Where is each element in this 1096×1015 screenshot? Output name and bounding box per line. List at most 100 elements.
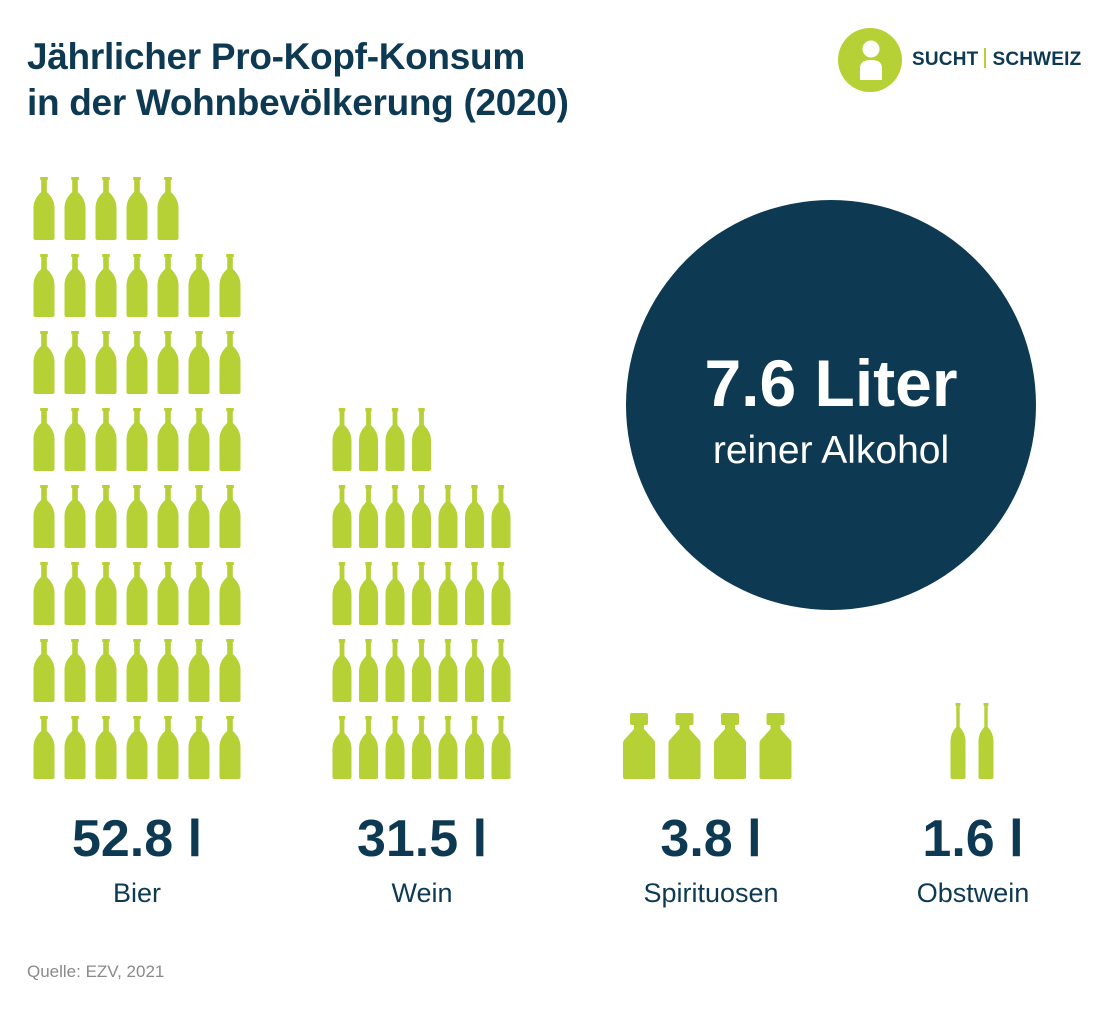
spirits-bottle-icon xyxy=(623,713,655,779)
wine-bottle-icon xyxy=(385,485,405,548)
beer-bottle-icon xyxy=(64,485,86,548)
beer-bottle-icon xyxy=(219,485,241,548)
chart-title-line-2: in der Wohnbevölkerung (2020) xyxy=(27,82,569,123)
chart-title: Jährlicher Pro-Kopf-Konsum in der Wohnbe… xyxy=(27,34,569,126)
wine-bottle-icon xyxy=(491,485,511,548)
beer-bottle-icon xyxy=(219,562,241,625)
beer-bottle-icon xyxy=(219,254,241,317)
info-person-icon xyxy=(838,28,902,92)
value-label-wein: 31.5 l xyxy=(357,810,487,868)
logo-wordmark: SUCHT SCHWEIZ xyxy=(912,48,1081,71)
wine-bottle-icon xyxy=(491,716,511,779)
wine-bottle-icon xyxy=(359,562,378,625)
spirits-bottle-icon xyxy=(668,713,701,779)
wine-bottle-icon xyxy=(332,716,352,779)
wine-bottle-icon xyxy=(491,562,511,625)
beer-bottle-icon xyxy=(126,408,148,471)
beer-bottle-icon xyxy=(219,408,241,471)
beer-bottle-icon xyxy=(126,254,148,317)
wine-bottle-icon xyxy=(412,639,431,702)
spirits-bottle-icon xyxy=(759,713,792,779)
wine-bottle-icon xyxy=(385,408,405,471)
wine-bottle-icon xyxy=(465,639,484,702)
source-note: Quelle: EZV, 2021 xyxy=(27,962,165,981)
beer-bottle-icon xyxy=(95,716,117,779)
beer-bottle-icon xyxy=(188,485,210,548)
logo-text-schweiz: SCHWEIZ xyxy=(992,49,1082,70)
wine-bottle-icon xyxy=(359,485,378,548)
wine-bottle-icon xyxy=(438,639,458,702)
beer-bottle-icon xyxy=(157,485,179,548)
beer-bottle-icon xyxy=(157,562,179,625)
category-label-obstwein: Obstwein xyxy=(917,878,1030,908)
cider-bottle-icon xyxy=(950,703,966,779)
category-label-wein: Wein xyxy=(391,878,452,908)
value-label-obstwein: 1.6 l xyxy=(922,810,1023,868)
wine-bottle-icon xyxy=(359,716,378,779)
wine-bottle-icon xyxy=(412,485,431,548)
beer-bottle-icon xyxy=(95,408,117,471)
beer-bottle-icon xyxy=(33,254,55,317)
beer-bottle-icon xyxy=(64,639,86,702)
beer-bottle-icon xyxy=(219,331,241,394)
wine-bottle-icon xyxy=(332,485,352,548)
beer-bottle-icon xyxy=(95,639,117,702)
beer-bottle-icon xyxy=(33,177,55,240)
wine-bottle-icon xyxy=(359,639,378,702)
logo-text-sucht: SUCHT xyxy=(912,49,979,70)
beer-bottle-icon xyxy=(64,254,86,317)
beer-bottle-icon xyxy=(188,562,210,625)
spirits-bottle-icon xyxy=(714,713,746,779)
total-alcohol-label: reiner Alkohol xyxy=(712,429,950,472)
wine-bottle-icon xyxy=(385,639,405,702)
beer-bottle-icon xyxy=(95,177,117,240)
wine-bottle-icon xyxy=(332,562,352,625)
wine-bottle-icon xyxy=(438,716,458,779)
wine-bottle-icon xyxy=(438,485,458,548)
beer-bottle-icon xyxy=(188,331,210,394)
wine-bottle-icon xyxy=(359,408,378,471)
beer-bottle-icon xyxy=(95,254,117,317)
beer-bottle-icon xyxy=(64,331,86,394)
beer-bottle-icon xyxy=(188,716,210,779)
beer-bottle-icon xyxy=(157,177,179,240)
beer-bottle-icon xyxy=(126,331,148,394)
beer-bottle-icon xyxy=(157,716,179,779)
beer-bottle-icon xyxy=(126,485,148,548)
beer-bottle-icon xyxy=(126,562,148,625)
beer-bottle-icon xyxy=(219,639,241,702)
value-label-bier: 52.8 l xyxy=(72,810,202,868)
beer-bottle-icon xyxy=(126,639,148,702)
value-label-spirituosen: 3.8 l xyxy=(660,810,761,868)
beer-bottle-icon xyxy=(219,716,241,779)
beer-bottle-icon xyxy=(64,562,86,625)
beer-bottle-icon xyxy=(33,639,55,702)
beer-bottle-icon xyxy=(33,331,55,394)
wine-bottle-icon xyxy=(412,562,431,625)
beer-bottle-icon xyxy=(157,408,179,471)
beer-bottle-icon xyxy=(33,562,55,625)
beer-bottle-icon xyxy=(95,331,117,394)
wine-bottle-icon xyxy=(332,408,352,471)
wine-bottle-icon xyxy=(465,716,484,779)
wine-bottle-icon xyxy=(465,485,484,548)
beer-bottle-icon xyxy=(157,331,179,394)
wine-bottle-icon xyxy=(438,562,458,625)
wine-bottle-icon xyxy=(332,639,352,702)
beer-bottle-icon xyxy=(64,716,86,779)
category-label-bier: Bier xyxy=(113,878,161,908)
total-alcohol-circle: 7.6 Liter reiner Alkohol xyxy=(626,200,1036,610)
total-alcohol-value: 7.6 Liter xyxy=(704,346,958,420)
beer-bottle-icon xyxy=(33,408,55,471)
category-label-spirituosen: Spirituosen xyxy=(643,878,778,908)
beer-bottle-icon xyxy=(126,177,148,240)
chart-title-line-1: Jährlicher Pro-Kopf-Konsum xyxy=(27,36,525,77)
beer-bottle-icon xyxy=(126,716,148,779)
wine-bottle-icon xyxy=(412,408,431,471)
beer-bottle-icon xyxy=(95,485,117,548)
beer-bottle-icon xyxy=(64,177,86,240)
beer-bottle-icon xyxy=(33,485,55,548)
beer-bottle-icon xyxy=(157,639,179,702)
logo-divider xyxy=(984,48,987,68)
